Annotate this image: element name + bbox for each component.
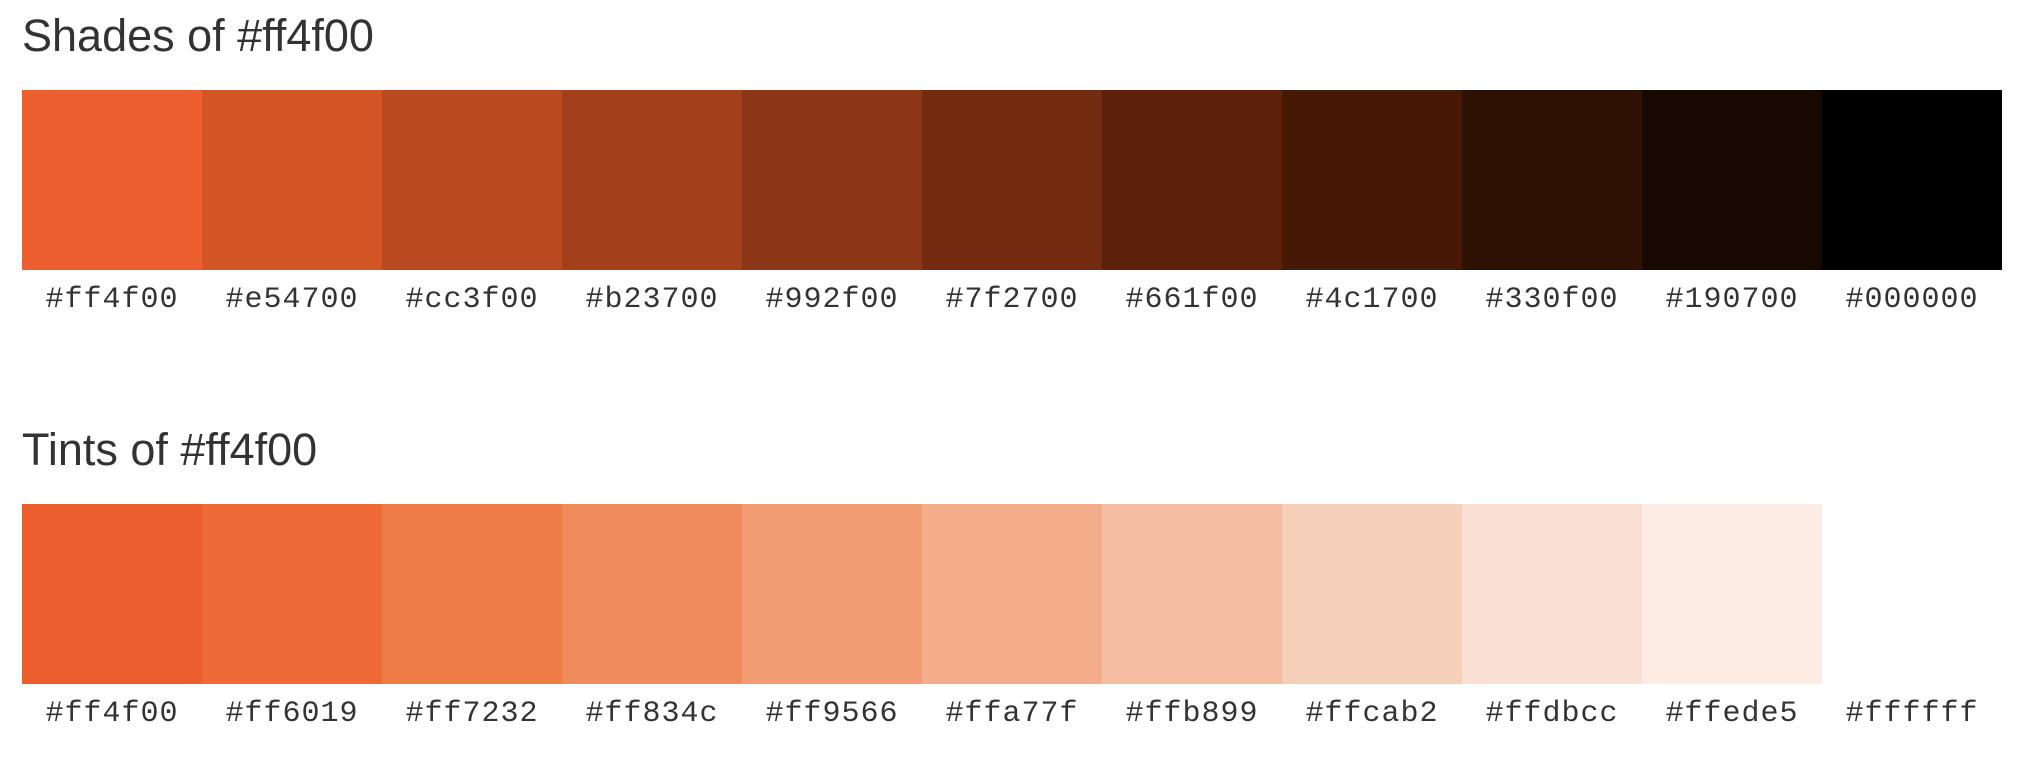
swatch-hex-label: #ffb899 <box>1125 697 1259 731</box>
swatch-hex-label: #e54700 <box>225 283 359 317</box>
color-swatch[interactable]: #ffb899 <box>1102 504 1282 734</box>
swatch-color-block[interactable] <box>22 504 202 684</box>
color-swatch[interactable]: #cc3f00 <box>382 90 562 320</box>
swatch-hex-label: #4c1700 <box>1305 283 1439 317</box>
color-swatch[interactable]: #661f00 <box>1102 90 1282 320</box>
swatch-hex-label: #661f00 <box>1125 283 1259 317</box>
color-swatch[interactable]: #b23700 <box>562 90 742 320</box>
swatch-color-block[interactable] <box>742 504 922 684</box>
color-swatch[interactable]: #ffede5 <box>1642 504 1822 734</box>
shades-section: Shades of #ff4f00 #ff4f00 #e54700 #cc3f00 #… <box>22 0 2002 320</box>
color-swatch[interactable]: #330f00 <box>1462 90 1642 320</box>
swatch-color-block[interactable] <box>202 504 382 684</box>
color-swatch[interactable]: #000000 <box>1822 90 2002 320</box>
swatch-color-block[interactable] <box>1462 504 1642 684</box>
swatch-color-block[interactable] <box>22 90 202 270</box>
swatch-color-block[interactable] <box>1822 90 2002 270</box>
swatch-color-block[interactable] <box>742 90 922 270</box>
swatch-color-block[interactable] <box>1282 90 1462 270</box>
tints-section: Tints of #ff4f00 #ff4f00 #ff6019 #ff7232 #f… <box>22 414 2002 734</box>
swatch-hex-label: #330f00 <box>1485 283 1619 317</box>
color-swatch[interactable]: #7f2700 <box>922 90 1102 320</box>
swatch-hex-label: #ff4f00 <box>45 697 179 731</box>
swatch-hex-label: #190700 <box>1665 283 1799 317</box>
color-swatch[interactable]: #ffcab2 <box>1282 504 1462 734</box>
swatch-color-block[interactable] <box>202 90 382 270</box>
swatch-hex-label: #ffcab2 <box>1305 697 1439 731</box>
swatch-hex-label: #ffede5 <box>1665 697 1799 731</box>
color-swatch[interactable]: #ffffff <box>1822 504 2002 734</box>
color-swatch[interactable]: #ff834c <box>562 504 742 734</box>
color-swatch[interactable]: #ffdbcc <box>1462 504 1642 734</box>
color-swatch[interactable]: #992f00 <box>742 90 922 320</box>
swatch-hex-label: #ffa77f <box>945 697 1079 731</box>
swatch-color-block[interactable] <box>1102 90 1282 270</box>
swatch-color-block[interactable] <box>922 504 1102 684</box>
swatch-color-block[interactable] <box>1642 90 1822 270</box>
swatch-hex-label: #000000 <box>1845 283 1979 317</box>
color-swatch[interactable]: #ff4f00 <box>22 504 202 734</box>
swatch-color-block[interactable] <box>922 90 1102 270</box>
swatch-color-block[interactable] <box>382 90 562 270</box>
swatch-hex-label: #b23700 <box>585 283 719 317</box>
swatch-hex-label: #992f00 <box>765 283 899 317</box>
color-swatch[interactable]: #4c1700 <box>1282 90 1462 320</box>
color-swatch[interactable]: #ff6019 <box>202 504 382 734</box>
swatch-color-block[interactable] <box>1822 504 2002 684</box>
swatch-color-block[interactable] <box>1462 90 1642 270</box>
color-swatch[interactable]: #ff4f00 <box>22 90 202 320</box>
color-swatch[interactable]: #ff9566 <box>742 504 922 734</box>
color-swatch[interactable]: #ffa77f <box>922 504 1102 734</box>
swatch-hex-label: #ff4f00 <box>45 283 179 317</box>
shades-title: Shades of #ff4f00 <box>22 10 374 61</box>
swatch-color-block[interactable] <box>382 504 562 684</box>
swatch-color-block[interactable] <box>1642 504 1822 684</box>
color-swatch[interactable]: #e54700 <box>202 90 382 320</box>
swatch-hex-label: #ff6019 <box>225 697 359 731</box>
swatch-hex-label: #ff7232 <box>405 697 539 731</box>
swatch-hex-label: #ffffff <box>1845 697 1979 731</box>
swatch-hex-label: #ff834c <box>585 697 719 731</box>
swatch-hex-label: #ffdbcc <box>1485 697 1619 731</box>
swatch-color-block[interactable] <box>562 504 742 684</box>
color-swatch[interactable]: #ff7232 <box>382 504 562 734</box>
shades-swatch-row: #ff4f00 #e54700 #cc3f00 #b23700 #992f00 #7f27… <box>22 90 2002 320</box>
color-swatch[interactable]: #190700 <box>1642 90 1822 320</box>
swatch-hex-label: #ff9566 <box>765 697 899 731</box>
swatch-hex-label: #7f2700 <box>945 283 1079 317</box>
tints-title: Tints of #ff4f00 <box>22 424 318 475</box>
swatch-hex-label: #cc3f00 <box>405 283 539 317</box>
tints-swatch-row: #ff4f00 #ff6019 #ff7232 #ff834c #ff9566 #ffa7… <box>22 504 2002 734</box>
swatch-color-block[interactable] <box>562 90 742 270</box>
swatch-color-block[interactable] <box>1102 504 1282 684</box>
swatch-color-block[interactable] <box>1282 504 1462 684</box>
